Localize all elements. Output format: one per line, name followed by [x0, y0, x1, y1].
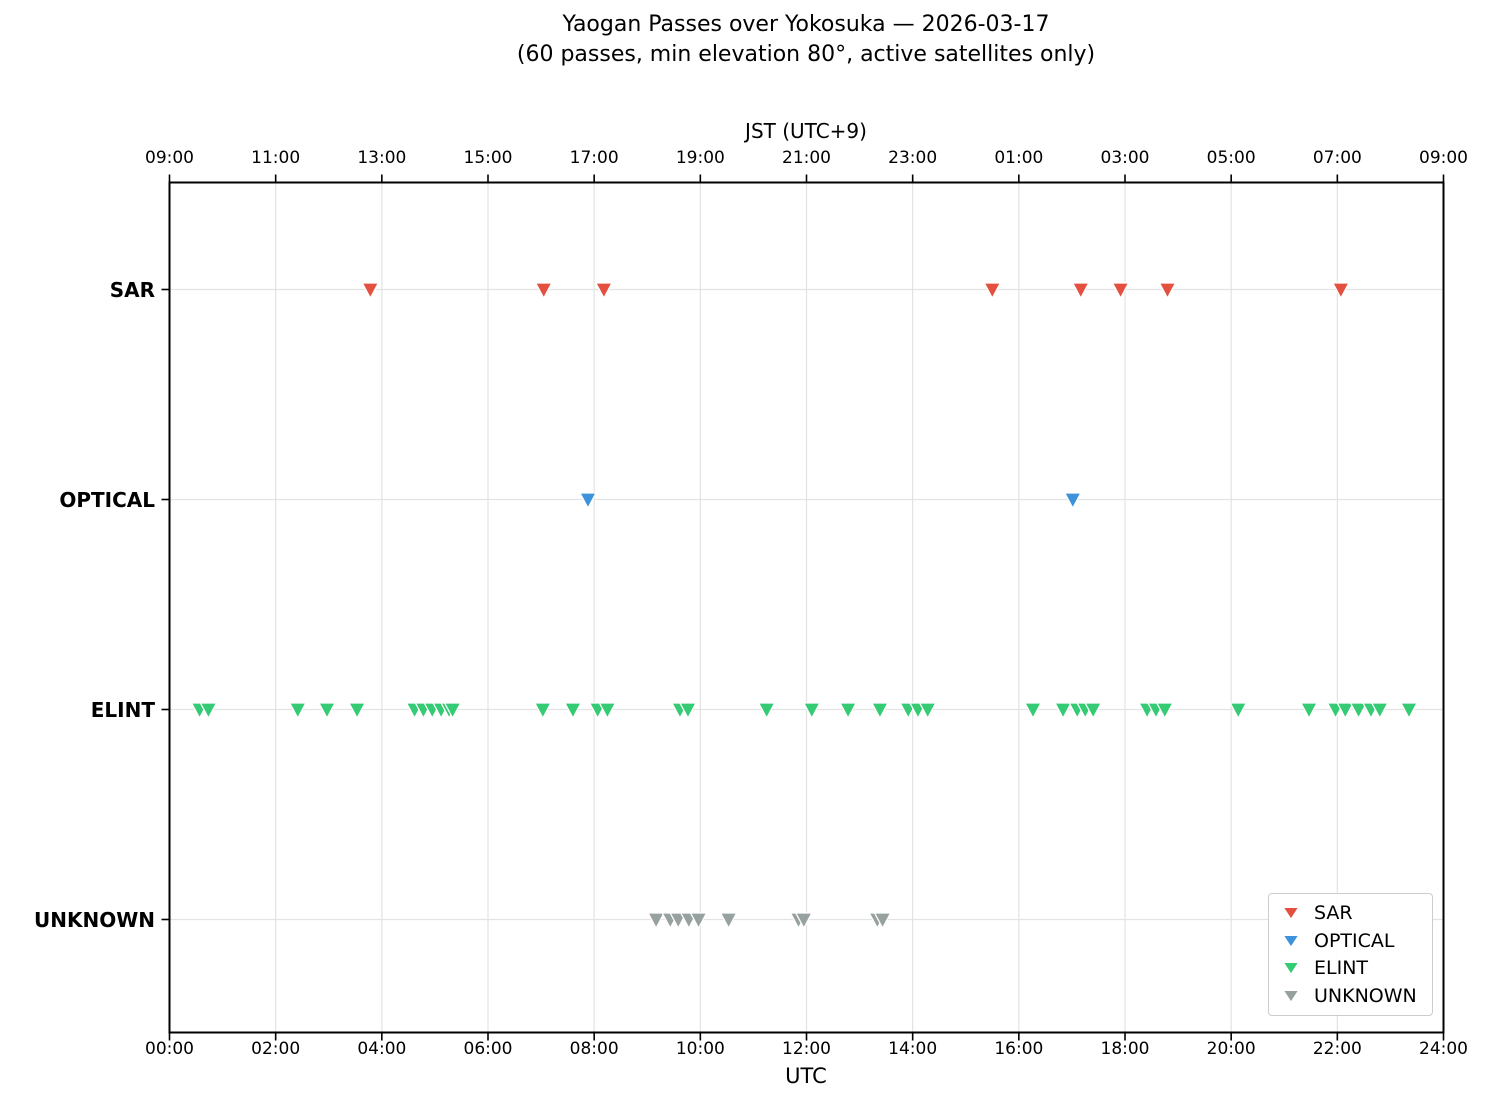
top-tick-label: 21:00	[782, 148, 831, 168]
pass-marker-elint	[1084, 702, 1103, 720]
legend-label-optical: OPTICAL	[1314, 929, 1395, 952]
top-tick-label: 03:00	[1100, 148, 1150, 168]
top-tick-label: 15:00	[463, 148, 513, 168]
legend-label-elint: ELINT	[1314, 957, 1369, 980]
pass-marker-elint	[1053, 702, 1073, 720]
pass-marker-sar	[534, 282, 553, 300]
legend-entry-optical: OPTICAL	[1282, 931, 1422, 951]
legend-entry-elint: ELINT	[1282, 958, 1422, 978]
pass-marker-elint	[533, 702, 552, 720]
pass-marker-unknown	[873, 912, 892, 930]
pass-marker-elint	[1299, 702, 1319, 720]
top-tick-label: 09:00	[1419, 148, 1468, 168]
pass-marker-unknown	[689, 912, 708, 930]
y-axis-label-elint: ELINT	[90, 697, 155, 722]
top-tick-label: 13:00	[357, 148, 407, 168]
top-tick-label: 17:00	[569, 148, 619, 168]
legend-label-sar: SAR	[1314, 901, 1353, 924]
top-tick-label: 19:00	[675, 148, 725, 168]
pass-marker-elint	[757, 702, 776, 720]
bottom-tick-label: 02:00	[251, 1039, 301, 1059]
legend-marker-unknown-icon	[1282, 990, 1300, 1004]
y-axis-label-sar: SAR	[109, 277, 155, 302]
pass-marker-elint	[1349, 702, 1368, 720]
top-axis-label: JST (UTC+9)	[745, 119, 867, 143]
pass-marker-elint	[199, 702, 218, 720]
bottom-tick-label: 12:00	[782, 1039, 831, 1059]
legend-entry-sar: SAR	[1282, 903, 1422, 923]
pass-marker-elint	[838, 702, 858, 720]
pass-marker-elint	[1336, 702, 1355, 720]
bottom-tick-label: 08:00	[569, 1039, 619, 1059]
top-tick-label: 07:00	[1312, 148, 1362, 168]
bottom-tick-label: 10:00	[675, 1039, 725, 1059]
pass-marker-elint	[870, 702, 890, 720]
legend-marker-elint-icon	[1282, 962, 1300, 976]
top-tick-label: 09:00	[145, 148, 194, 168]
top-tick-label: 11:00	[251, 148, 301, 168]
pass-marker-sar	[1071, 282, 1090, 300]
pass-marker-elint	[443, 702, 462, 720]
chart-title: Yaogan Passes over Yokosuka — 2026-03-17	[562, 12, 1050, 37]
chart-subtitle: (60 passes, min elevation 80°, active sa…	[516, 42, 1096, 67]
pass-marker-elint	[317, 702, 337, 720]
bottom-tick-label: 16:00	[994, 1039, 1044, 1059]
pass-marker-elint	[802, 702, 821, 720]
pass-marker-sar	[983, 282, 1002, 300]
legend-label-unknown: UNKNOWN	[1314, 985, 1417, 1008]
pass-marker-elint	[1023, 702, 1043, 720]
pass-marker-elint	[598, 702, 617, 720]
bottom-tick-label: 22:00	[1312, 1039, 1362, 1059]
top-tick-label: 23:00	[888, 148, 938, 168]
pass-marker-optical	[578, 492, 598, 510]
pass-marker-elint	[1229, 702, 1248, 720]
pass-marker-optical	[1063, 492, 1082, 510]
pass-marker-unknown	[794, 912, 813, 930]
top-tick-label: 01:00	[994, 148, 1044, 168]
bottom-tick-label: 14:00	[888, 1039, 938, 1059]
legend-entry-unknown: UNKNOWN	[1282, 986, 1422, 1006]
legend-marker-optical-icon	[1282, 934, 1300, 948]
axes-frame	[168, 181, 1445, 1034]
bottom-tick-label: 24:00	[1419, 1039, 1468, 1059]
bottom-tick-label: 20:00	[1206, 1039, 1256, 1059]
pass-marker-elint	[918, 702, 937, 720]
bottom-axis-label: UTC	[785, 1064, 827, 1088]
pass-marker-elint	[1155, 702, 1174, 720]
pass-marker-elint	[563, 702, 583, 720]
pass-marker-sar	[594, 282, 613, 300]
pass-marker-unknown	[647, 912, 666, 930]
legend-marker-sar-icon	[1282, 906, 1300, 920]
pass-marker-sar	[1331, 282, 1350, 300]
pass-marker-sar	[1111, 282, 1130, 300]
top-tick-label: 05:00	[1206, 148, 1256, 168]
bottom-tick-label: 00:00	[145, 1039, 194, 1059]
pass-marker-sar	[361, 282, 380, 300]
pass-marker-elint	[1370, 702, 1389, 720]
pass-marker-elint	[678, 702, 698, 720]
bottom-tick-label: 06:00	[463, 1039, 513, 1059]
pass-marker-elint	[288, 702, 307, 720]
pass-marker-elint	[347, 702, 367, 720]
y-axis-label-optical: OPTICAL	[59, 487, 155, 512]
legend: SAR OPTICAL ELINT UNKNOWN	[1268, 893, 1433, 1016]
pass-marker-elint	[1399, 702, 1419, 720]
pass-marker-sar	[1158, 282, 1177, 300]
pass-marker-unknown	[719, 912, 738, 930]
bottom-tick-label: 04:00	[357, 1039, 407, 1059]
y-axis-label-unknown: UNKNOWN	[33, 907, 155, 932]
bottom-tick-label: 18:00	[1100, 1039, 1150, 1059]
